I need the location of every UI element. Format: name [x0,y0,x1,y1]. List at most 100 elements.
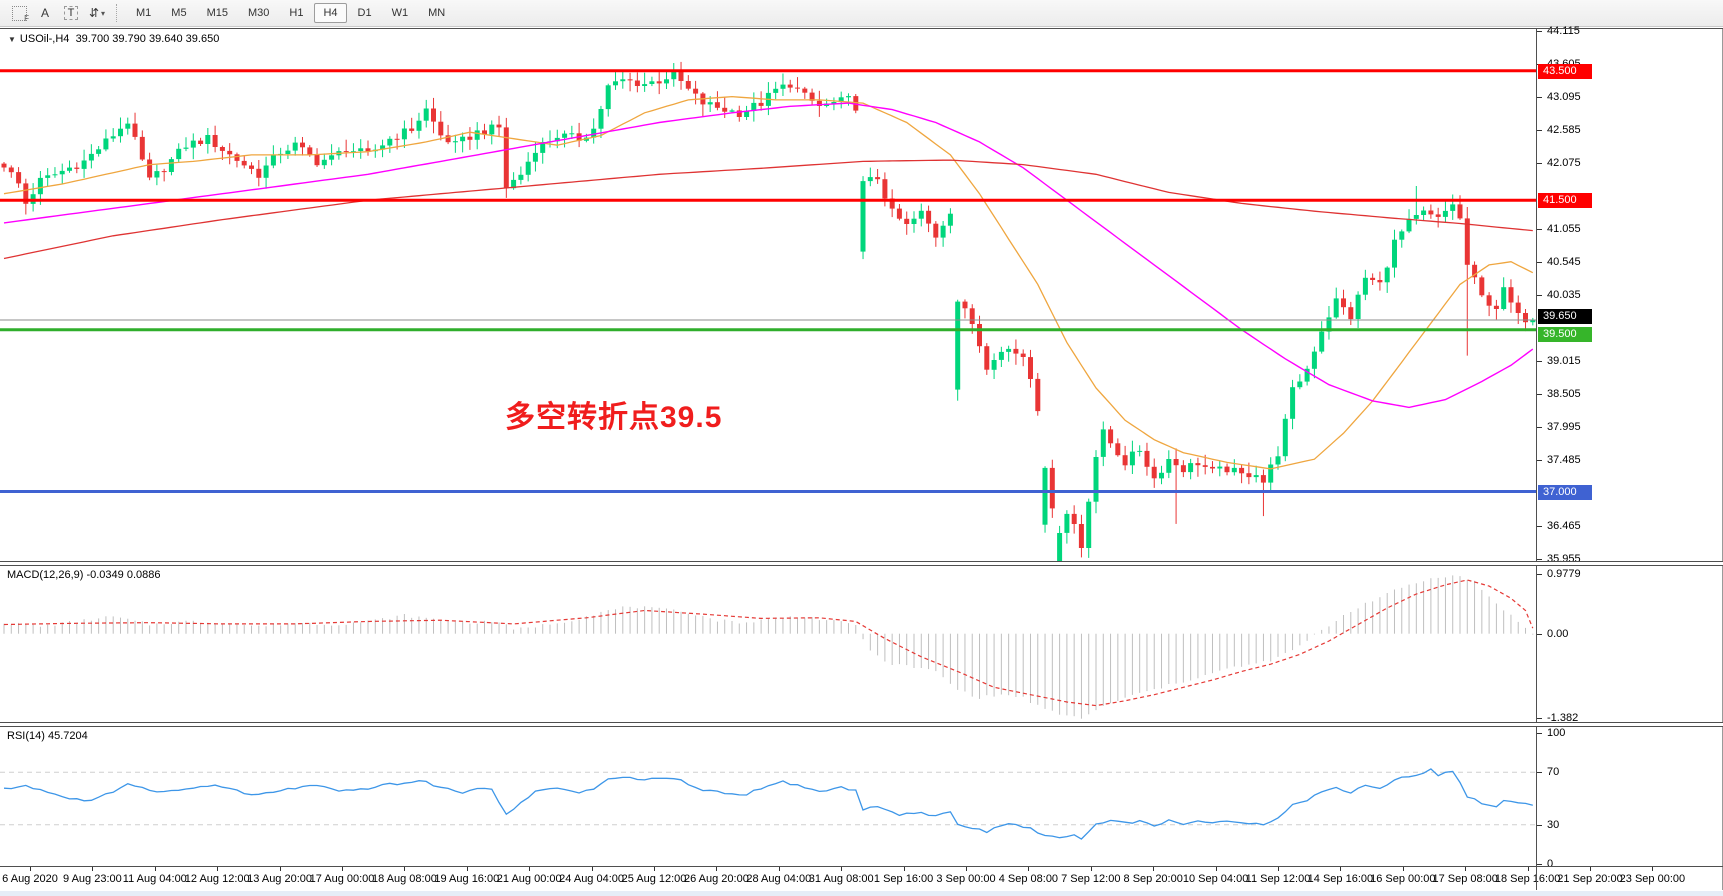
status-strip [0,891,1723,896]
crosshair-grid-tool[interactable]: F [8,3,30,23]
axis-tick-mark [1537,30,1542,32]
rsi-panel-splitter[interactable] [0,722,1723,727]
time-axis-label: 9 Aug 23:00 [63,873,122,885]
time-tick-mark [1465,867,1467,871]
chart-title: ▼ USOil-,H4 39.700 39.790 39.640 39.650 [8,33,219,45]
timeframe-button-m1[interactable]: M1 [136,7,152,19]
price-axis-tick: 40.035 [1547,289,1581,302]
time-axis-label: 24 Aug 04:00 [559,873,625,885]
axis-tick-mark [1537,427,1542,429]
timeframe-button-w1[interactable]: W1 [391,7,409,19]
price-axis-tick: 0.9779 [1547,568,1581,580]
arrange-arrows-icon: ⇵ [88,6,100,20]
rsi-chart-canvas[interactable] [0,727,1536,866]
price-axis-tick: 37.485 [1547,454,1581,467]
axis-tick-mark [1537,772,1542,774]
time-axis-label: 6 Aug 2020 [2,873,58,885]
ohlc-readout: 39.700 39.790 39.640 39.650 [75,33,220,45]
price-level-flag-39.650: 39.650 [1538,308,1592,324]
time-axis-label: 14 Sep 16:00 [1307,873,1374,885]
time-axis-label: 1 Sep 16:00 [873,873,934,885]
time-axis-label: 21 Aug 00:00 [496,873,562,885]
axis-tick-mark [1537,162,1542,164]
time-tick-mark [342,867,343,871]
cursor-a-icon: A [40,6,49,20]
price-level-flag-39.500: 39.500 [1538,326,1592,342]
axis-tick-mark [1537,394,1542,396]
price-axis-tick: 44.115 [1547,24,1580,37]
time-axis-label: 31 Aug 08:00 [808,873,874,885]
grid-icon [11,5,27,21]
time-axis-label: 11 Sep 12:00 [1245,873,1311,885]
time-tick-mark [841,867,843,871]
price-level-flag-43.500: 43.500 [1538,63,1592,79]
time-tick-mark [654,867,655,871]
time-tick-mark [279,867,281,871]
symbol-dropdown-icon[interactable]: ▼ [8,35,16,44]
time-tick-mark [1153,867,1155,871]
text-label-tool[interactable]: T [60,3,82,23]
dropdown-caret-icon: ▾ [101,8,106,18]
time-tick-mark [1652,867,1654,871]
time-tick-mark [1402,867,1404,871]
grid-f-label: F [24,14,29,23]
price-axis-tick: 37.995 [1547,421,1581,434]
axis-tick-mark [1537,295,1542,297]
time-tick-mark [1590,867,1591,871]
macd-panel-splitter[interactable] [0,561,1723,566]
time-tick-mark [1340,867,1342,871]
time-axis-label: 21 Sep 20:00 [1557,873,1623,885]
axis-tick-mark [1537,96,1542,98]
text-tool-icon: T [63,6,79,20]
timeframe-button-m30[interactable]: M30 [247,7,270,19]
price-axis-tick: 0 [1547,858,1554,870]
time-axis-label: 3 Sep 00:00 [936,873,996,885]
time-axis-label: 12 Aug 12:00 [184,873,250,885]
toolbar: F A T ⇵ ▾ M1 M5 M15 M30 H1 H4 D1 W1 MN [0,0,1723,27]
time-tick-mark [716,867,718,871]
time-axis-label: 26 Aug 20:00 [683,873,749,885]
time-axis-label: 18 Aug 08:00 [371,873,437,885]
axis-tick-mark [1537,129,1542,131]
price-axis-tick: 43.095 [1547,90,1581,103]
price-axis-tick: 41.055 [1547,223,1581,236]
time-axis-label: 8 Sep 20:00 [1123,873,1183,885]
time-axis-label: 17 Sep 08:00 [1432,873,1498,885]
axis-tick-mark [1537,262,1542,264]
time-axis-label: 7 Sep 12:00 [1061,873,1121,885]
main-chart-canvas[interactable] [0,28,1536,561]
price-axis-tick: 42.585 [1547,123,1581,136]
arrange-windows-tool[interactable]: ⇵ ▾ [86,3,108,23]
price-axis-tick: 39.015 [1547,355,1581,368]
cursor-arrow-tool[interactable]: A [34,3,56,23]
axis-tick-mark [1537,733,1542,734]
time-axis-label: 10 Sep 04:00 [1182,873,1249,885]
time-axis-label: 25 Aug 12:00 [621,873,687,885]
price-axis-tick: 70 [1547,766,1560,779]
price-axis-tick: 0.00 [1547,627,1569,640]
time-tick-mark [217,867,219,871]
time-tick-mark [92,867,94,871]
axis-tick-mark [1537,361,1542,363]
price-axis-tick: 36.465 [1547,520,1581,533]
timeframe-button-d1[interactable]: D1 [357,7,372,19]
timeframe-button-h1[interactable]: H1 [289,7,304,19]
price-axis-tick: 42.075 [1547,156,1581,169]
time-tick-mark [903,867,905,871]
timeframe-button-h4[interactable]: H4 [314,3,347,23]
macd-chart-canvas[interactable] [0,566,1536,722]
price-axis-tick: 30 [1547,818,1560,831]
timeframe-button-m5[interactable]: M5 [171,7,187,19]
time-tick-mark [1278,867,1279,871]
axis-tick-mark [1537,460,1542,462]
time-tick-mark [1527,867,1529,871]
timeframe-button-m15[interactable]: M15 [206,7,228,19]
time-tick-mark [30,867,31,871]
timeframe-button-mn[interactable]: MN [428,7,446,19]
axis-tick-mark [1537,864,1542,865]
time-axis-label: 28 Aug 04:00 [746,873,812,885]
time-axis-border [0,866,1723,867]
time-axis-label: 17 Aug 00:00 [309,873,375,885]
time-axis-label: 23 Sep 00:00 [1619,873,1686,885]
